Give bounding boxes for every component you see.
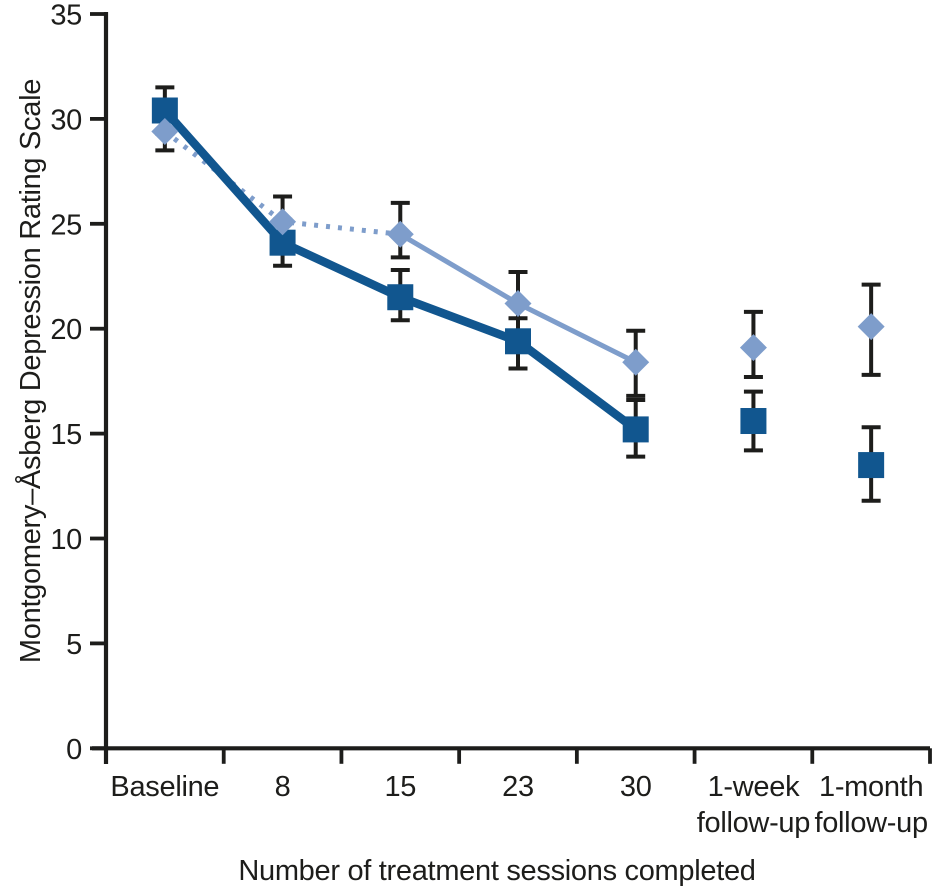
x-tick-label: 8 xyxy=(275,771,291,803)
x-tick-label: 15 xyxy=(384,771,416,803)
square-marker xyxy=(622,416,649,443)
x-axis-title: Number of treatment sessions completed xyxy=(238,855,755,887)
y-tick-label: 10 xyxy=(50,524,82,556)
diamond-marker xyxy=(386,220,414,248)
plot-area: 0 5 10 15 20 25 30 35 Baseline 8 15 23 30 1-week follo… xyxy=(50,0,932,839)
diamond-marker xyxy=(269,208,297,236)
square-marker xyxy=(858,452,885,479)
x-tick-label: 23 xyxy=(502,771,534,803)
square-marker xyxy=(740,408,767,435)
x-tick-label: 30 xyxy=(620,771,652,803)
x-tick-label: 1-week follow-up xyxy=(697,771,810,839)
y-tick-label: 35 xyxy=(50,0,82,32)
diamond-marker xyxy=(504,290,532,318)
light-blue-diamonds-line-dotted xyxy=(163,129,401,237)
x-tick-label: Baseline xyxy=(110,771,219,803)
diamond-marker xyxy=(151,117,179,145)
x-tick-label: 1-month follow-up xyxy=(814,771,927,839)
y-tick-label: 5 xyxy=(66,629,82,661)
diamond-marker xyxy=(622,348,650,376)
y-tick-label: 0 xyxy=(66,734,82,766)
y-tick-label: 15 xyxy=(50,419,82,451)
square-marker xyxy=(505,328,531,355)
square-marker xyxy=(387,284,414,311)
diamond-marker xyxy=(739,334,767,362)
y-tick-label: 25 xyxy=(50,209,82,241)
y-tick-label: 20 xyxy=(50,314,82,346)
y-axis-title: Montgomery–Åsberg Depression Rating Scal… xyxy=(14,79,47,663)
y-tick-label: 30 xyxy=(50,104,82,136)
diamond-marker xyxy=(857,313,885,341)
